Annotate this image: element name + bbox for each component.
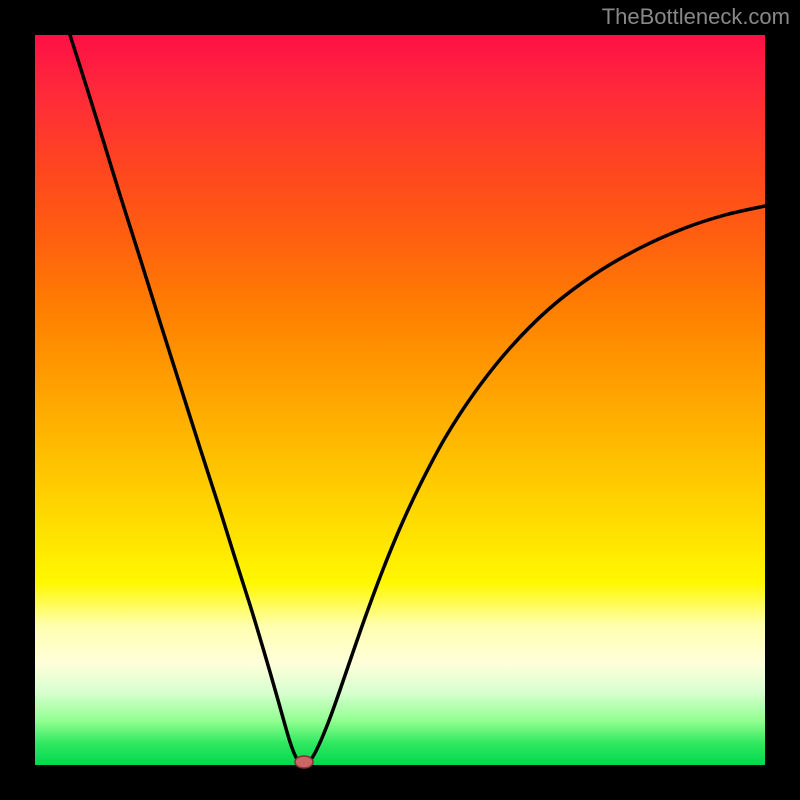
chart-container: TheBottleneck.com [0,0,800,800]
minimum-marker [295,756,313,768]
curve-left-branch [70,35,300,763]
watermark-text: TheBottleneck.com [602,4,790,30]
curve-overlay [0,0,800,800]
curve-right-branch [308,206,765,763]
